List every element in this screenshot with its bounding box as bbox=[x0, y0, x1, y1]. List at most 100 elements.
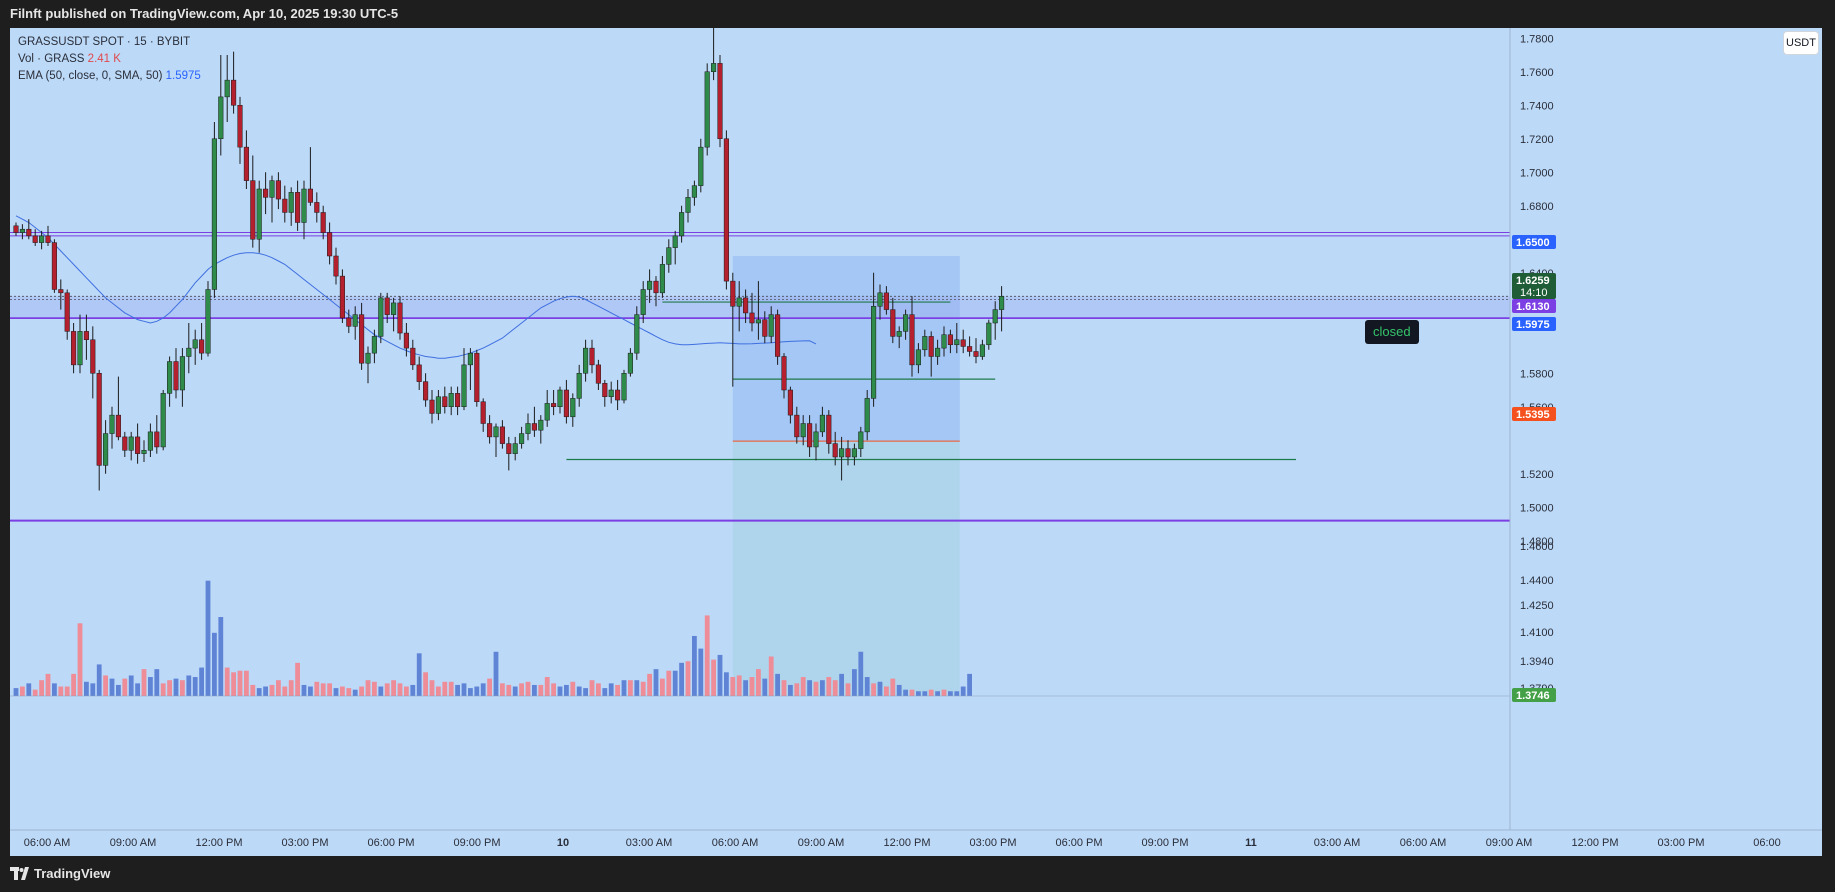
candle-down bbox=[455, 393, 461, 408]
candle-up bbox=[167, 361, 173, 394]
candle-down bbox=[122, 436, 128, 451]
time-tick-label: 09:00 PM bbox=[453, 837, 500, 849]
volume-bar bbox=[224, 667, 230, 696]
candle-up bbox=[525, 423, 531, 434]
volume-bar bbox=[653, 669, 659, 696]
candle-up bbox=[954, 339, 960, 346]
volume-legend[interactable]: Vol · GRASS 2.41 K bbox=[18, 51, 201, 68]
candle-up bbox=[711, 63, 717, 72]
candle-down bbox=[282, 198, 288, 213]
volume-bar bbox=[544, 677, 550, 696]
volume-bar bbox=[128, 675, 134, 696]
time-tick-label: 11 bbox=[1245, 837, 1257, 849]
volume-bar bbox=[768, 656, 774, 696]
candle-down bbox=[832, 443, 838, 458]
volume-bar bbox=[320, 683, 326, 696]
volume-bar bbox=[660, 678, 665, 696]
volume-label: Vol · GRASS bbox=[18, 53, 85, 65]
volume-bar bbox=[589, 680, 595, 696]
volume-bar bbox=[180, 680, 185, 696]
candle-down bbox=[615, 389, 621, 401]
volume-bar bbox=[154, 669, 160, 696]
volume-bar bbox=[576, 686, 582, 696]
candle-up bbox=[640, 289, 646, 315]
candle-down bbox=[423, 381, 429, 401]
candle-up bbox=[813, 431, 819, 448]
price-chart[interactable]: 1.78001.76001.74001.72001.70001.68001.66… bbox=[10, 28, 1822, 856]
candle-up bbox=[819, 414, 825, 433]
volume-bar bbox=[295, 662, 300, 696]
time-tick-label: 12:00 PM bbox=[1571, 837, 1618, 849]
volume-value: 2.41 K bbox=[87, 53, 121, 65]
volume-bar bbox=[160, 683, 166, 696]
price-tick-label: 1.4250 bbox=[1520, 600, 1554, 612]
volume-bar bbox=[199, 667, 204, 696]
candle-up bbox=[704, 71, 710, 148]
time-tick-label: 09:00 AM bbox=[110, 837, 156, 849]
candle-down bbox=[551, 403, 557, 407]
candle-down bbox=[26, 228, 32, 237]
candle-down bbox=[973, 351, 979, 357]
volume-bar bbox=[346, 688, 352, 696]
price-tag bbox=[1512, 235, 1556, 249]
footer: TradingView bbox=[0, 856, 1835, 892]
volume-bar bbox=[410, 684, 416, 696]
volume-bar bbox=[404, 686, 409, 696]
candle-down bbox=[32, 235, 38, 243]
volume-bar bbox=[813, 681, 819, 696]
volume-bar bbox=[96, 664, 102, 696]
chart-area[interactable]: 1.78001.76001.74001.72001.70001.68001.66… bbox=[10, 28, 1822, 856]
volume-bar bbox=[704, 615, 710, 696]
volume-bar bbox=[519, 683, 524, 696]
volume-bar bbox=[845, 683, 851, 696]
candle-down bbox=[199, 339, 205, 354]
candle-up bbox=[570, 398, 576, 418]
candle-up bbox=[999, 296, 1005, 310]
volume-bar bbox=[384, 683, 390, 696]
candle-up bbox=[435, 396, 441, 414]
candle-down bbox=[346, 317, 352, 327]
volume-bar bbox=[58, 686, 64, 696]
volume-bar bbox=[820, 680, 825, 696]
volume-bar bbox=[909, 689, 915, 696]
volume-bar bbox=[20, 686, 25, 696]
volume-bar bbox=[903, 689, 908, 696]
candle-up bbox=[896, 331, 902, 337]
volume-bar bbox=[621, 680, 627, 696]
candle-up bbox=[544, 403, 550, 421]
candle-up bbox=[512, 443, 518, 454]
ema-line bbox=[15, 215, 817, 359]
candle-up bbox=[800, 423, 806, 438]
ema-legend[interactable]: EMA (50, close, 0, SMA, 50) 1.5975 bbox=[18, 68, 201, 85]
volume-bar bbox=[775, 673, 780, 696]
candle-up bbox=[39, 235, 45, 243]
volume-bar bbox=[116, 684, 121, 696]
volume-bar bbox=[103, 675, 108, 696]
candle-down bbox=[410, 347, 416, 366]
volume-bar bbox=[167, 680, 172, 696]
symbol-line[interactable]: GRASSUSDT SPOT · 15 · BYBIT bbox=[18, 36, 191, 48]
volume-bar bbox=[461, 683, 467, 696]
volume-bar bbox=[77, 623, 83, 696]
volume-bar bbox=[532, 684, 537, 696]
price-tick-label: 1.4400 bbox=[1520, 575, 1554, 587]
volume-bar bbox=[205, 580, 211, 696]
currency-button[interactable]: USDT bbox=[1783, 31, 1819, 55]
volume-bar bbox=[948, 691, 953, 696]
candle-down bbox=[499, 426, 505, 444]
volume-bar bbox=[314, 681, 320, 696]
volume-bar bbox=[141, 669, 147, 696]
volume-bar bbox=[45, 673, 51, 696]
volume-bar bbox=[493, 651, 499, 696]
volume-bar bbox=[256, 688, 262, 696]
volume-bar bbox=[455, 684, 460, 696]
candle-down bbox=[589, 347, 595, 366]
candle-up bbox=[666, 247, 672, 265]
candle-up bbox=[691, 185, 697, 198]
candle-up bbox=[768, 314, 774, 337]
candle-down bbox=[64, 292, 70, 332]
candle-down bbox=[275, 180, 281, 200]
volume-bar bbox=[672, 670, 678, 696]
candle-down bbox=[826, 414, 832, 444]
candle-up bbox=[979, 344, 985, 357]
